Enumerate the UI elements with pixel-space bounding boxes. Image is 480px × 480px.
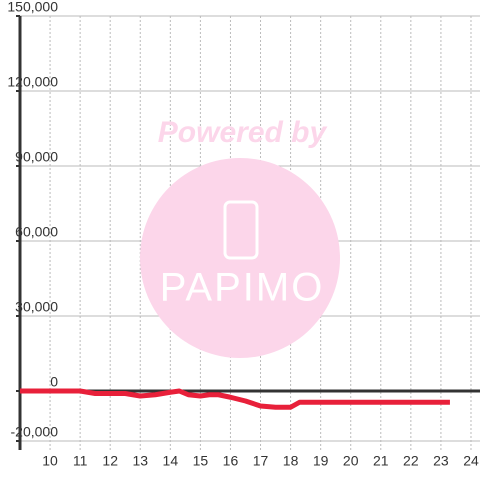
x-tick-label: 18 [283, 453, 299, 469]
watermark-icon [223, 200, 259, 260]
x-tick-label: 13 [132, 453, 148, 469]
y-tick-label: 120,000 [7, 74, 58, 90]
y-tick-label: 30,000 [15, 299, 58, 315]
x-tick-label: 23 [433, 453, 449, 469]
y-tick-label: 150,000 [7, 0, 58, 15]
x-tick-label: 14 [163, 453, 179, 469]
x-tick-label: 10 [42, 453, 58, 469]
x-tick-label: 11 [73, 453, 88, 469]
x-tick-label: 19 [313, 453, 329, 469]
watermark-text: Powered by [158, 116, 328, 149]
line-series [20, 388, 450, 410]
y-tick-label: 60,000 [15, 224, 58, 240]
x-tick-label: 12 [102, 453, 118, 469]
x-tick-label: 22 [403, 453, 419, 469]
watermark-logo: PAPIMO [160, 266, 325, 310]
x-tick-label: 24 [463, 453, 479, 469]
y-tick-label: 90,000 [15, 149, 58, 165]
x-tick-label: 21 [373, 453, 389, 469]
x-tick-label: 15 [193, 453, 209, 469]
watermark: Powered by PAPIMO [140, 116, 340, 358]
y-tick-label: -20,000 [11, 424, 59, 440]
y-tick-label: 0 [50, 374, 58, 390]
x-tick-label: 16 [223, 453, 239, 469]
x-tick-label: 20 [343, 453, 359, 469]
x-tick-label: 17 [253, 453, 269, 469]
